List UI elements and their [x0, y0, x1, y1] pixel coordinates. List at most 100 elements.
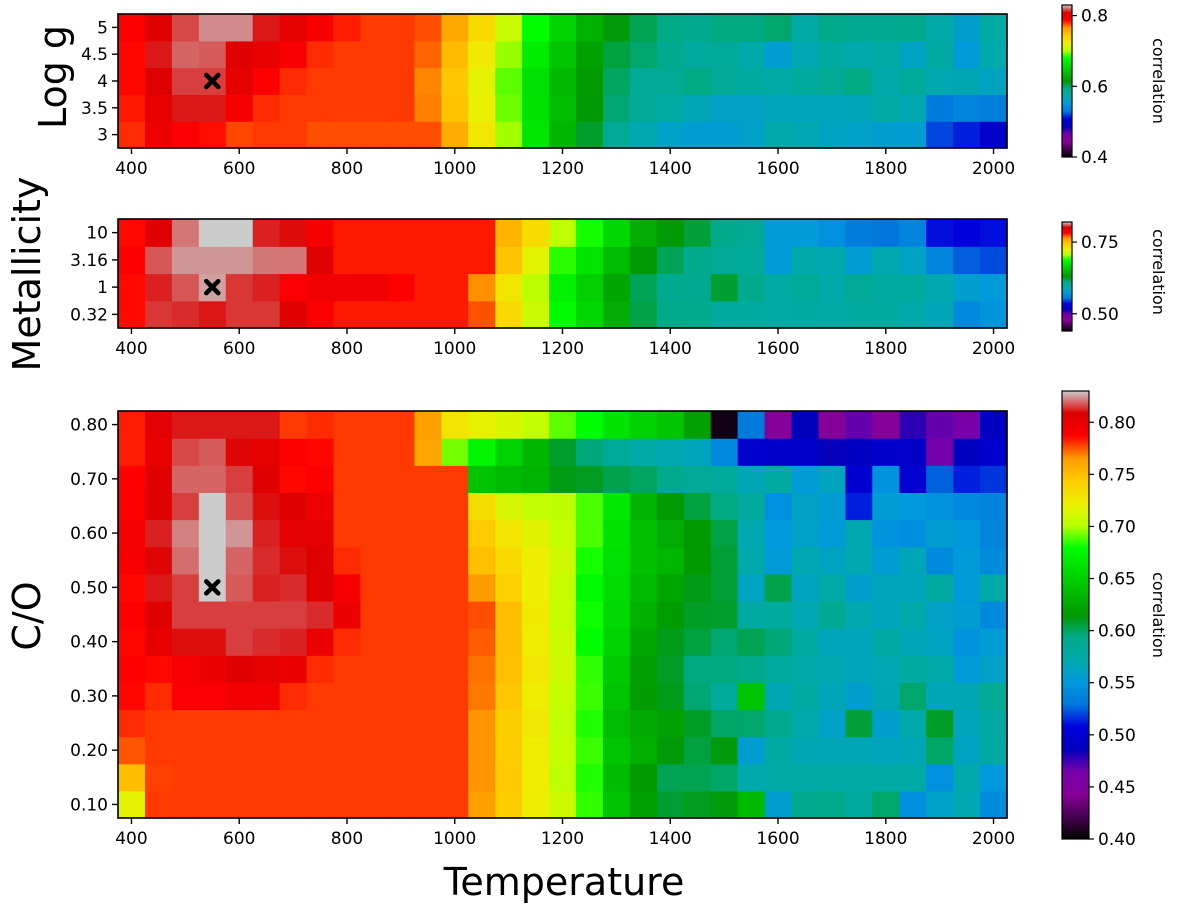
heatmap-cell	[845, 546, 873, 575]
heatmap-cell	[549, 736, 577, 765]
heatmap-cell	[171, 709, 200, 738]
best-fit-marker	[204, 278, 221, 296]
heatmap-cell	[549, 519, 577, 548]
heatmap-cell	[791, 246, 820, 275]
heatmap-cell	[683, 763, 712, 792]
heatmap-cell	[656, 709, 685, 738]
heatmap-cell	[872, 763, 900, 792]
heatmap-cell	[926, 709, 954, 738]
heatmap-cell	[656, 465, 685, 493]
heatmap-cell	[306, 736, 335, 765]
heatmap-cell	[818, 40, 846, 69]
heatmap-cell	[980, 709, 1008, 738]
heatmap-cell	[602, 600, 631, 629]
heatmap-cell	[198, 219, 227, 247]
heatmap-cell	[495, 94, 523, 122]
heatmap-cell	[144, 682, 173, 711]
heatmap-cell	[495, 121, 523, 149]
heatmap-cell	[575, 94, 604, 122]
heatmap-cell	[899, 628, 927, 656]
heatmap-cell	[333, 519, 362, 548]
heatmap-cell	[360, 94, 388, 122]
heatmap-cell	[522, 546, 550, 575]
heatmap-cell	[710, 546, 739, 575]
heatmap-cell	[118, 573, 146, 602]
heatmap-cell	[656, 411, 685, 439]
heatmap-cell	[279, 682, 308, 711]
heatmap-cell	[953, 600, 981, 629]
heatmap-cell	[360, 67, 388, 95]
x-tick-label: 1200	[541, 829, 584, 849]
heatmap-cell	[441, 573, 469, 602]
heatmap-cell	[980, 14, 1008, 42]
heatmap-cell	[629, 655, 658, 683]
heatmap-cell	[144, 67, 173, 95]
heatmap-cell	[737, 411, 766, 439]
heatmap-cell	[899, 709, 927, 738]
heatmap-cell	[602, 40, 631, 69]
heatmap-cell	[818, 573, 846, 602]
heatmap-cell	[899, 573, 927, 602]
heatmap-cell	[118, 736, 146, 765]
heatmap-cell	[656, 546, 685, 575]
heatmap-cell	[468, 628, 496, 656]
heatmap-cell	[198, 628, 227, 656]
heatmap-cell	[818, 546, 846, 575]
heatmap-cell	[953, 273, 981, 302]
heatmap-cell	[549, 682, 577, 711]
heatmap-cell	[414, 219, 442, 247]
heatmap-cell	[118, 600, 146, 629]
heatmap-cell	[333, 763, 362, 792]
heatmap-cell	[171, 411, 200, 439]
heatmap-cell	[306, 709, 335, 738]
heatmap-cell	[522, 628, 550, 656]
heatmap-cell	[953, 465, 981, 493]
colorbar-tick-label: 0.45	[1098, 778, 1136, 798]
heatmap-cell	[225, 14, 254, 42]
heatmap-cell	[872, 573, 900, 602]
heatmap-cell	[926, 573, 954, 602]
heatmap-cell	[791, 411, 820, 439]
heatmap-cell	[387, 709, 415, 738]
heatmap-cell	[575, 790, 604, 819]
heatmap-cell	[441, 709, 469, 738]
heatmap-cell	[387, 438, 415, 466]
heatmap-cell	[468, 763, 496, 792]
heatmap-cell	[441, 492, 469, 521]
heatmap-cell	[926, 67, 954, 95]
heatmap-cell	[872, 411, 900, 439]
heatmap-cell	[575, 219, 604, 247]
heatmap-cell	[980, 573, 1008, 602]
heatmap-cell	[198, 14, 227, 42]
heatmap-cell	[980, 121, 1008, 149]
heatmap-cell	[926, 546, 954, 575]
heatmap-cell	[468, 121, 496, 149]
heatmap-cell	[495, 573, 523, 602]
heatmap-cell	[414, 273, 442, 302]
heatmap-cell	[845, 273, 873, 302]
heatmap-cell	[899, 14, 927, 42]
heatmap-cell	[656, 736, 685, 765]
heatmap-cell	[818, 411, 846, 439]
heatmap-cell	[414, 67, 442, 95]
figure-xlabel: Temperature	[443, 860, 685, 904]
heatmap-cell	[414, 411, 442, 439]
heatmap-cell	[710, 219, 739, 247]
heatmap-cell	[549, 94, 577, 122]
heatmap-cell	[953, 219, 981, 247]
heatmap-cell	[252, 573, 281, 602]
heatmap-cell	[953, 246, 981, 275]
heatmap-cell	[279, 94, 308, 122]
heatmap-cell	[360, 465, 388, 493]
heatmap-cell	[360, 682, 388, 711]
heatmap-cell	[144, 438, 173, 466]
heatmap-cell	[279, 121, 308, 149]
heatmap-cell	[899, 736, 927, 765]
heatmap-cell	[333, 465, 362, 493]
heatmap-cell	[629, 465, 658, 493]
heatmap-cell	[414, 628, 442, 656]
heatmap-cell	[791, 219, 820, 247]
heatmap-cell	[360, 655, 388, 683]
heatmap-cell	[764, 300, 793, 329]
heatmap-cell	[225, 121, 254, 149]
